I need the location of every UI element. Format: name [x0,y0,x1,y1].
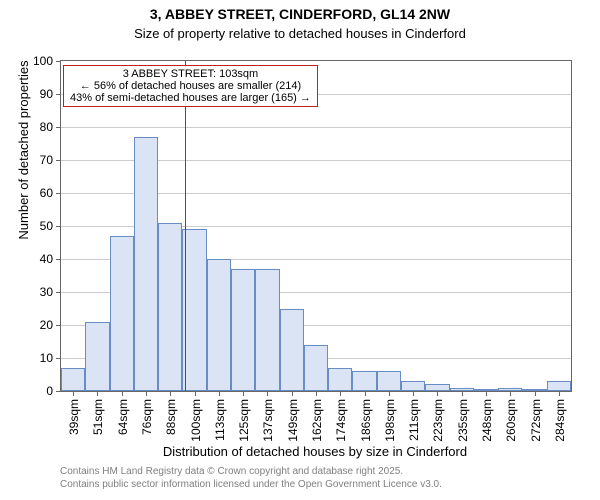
histogram-bar [425,384,449,391]
histogram-bar [304,345,328,391]
histogram-bar [547,381,571,391]
histogram-bar [231,269,255,391]
annotation-line: 43% of semi-detached houses are larger (… [70,92,311,104]
chart-container: 3, ABBEY STREET, CINDERFORD, GL14 2NW Si… [0,0,600,500]
histogram-bar [134,137,158,391]
y-tick-label: 90 [40,87,61,101]
x-tickmark [243,391,244,396]
x-tickmark [413,391,414,396]
y-tick-label: 40 [40,252,61,266]
x-tick-label: 137sqm [259,399,275,442]
histogram-bar [377,371,401,391]
x-tickmark [292,391,293,396]
histogram-bar [61,368,85,391]
x-tickmark [170,391,171,396]
footer-line-2: Contains public sector information licen… [60,479,442,490]
gridline [61,127,571,128]
x-tickmark [559,391,560,396]
x-tick-label: 88sqm [162,399,178,435]
x-tick-label: 272sqm [527,399,543,442]
x-tickmark [365,391,366,396]
annotation-line: ← 56% of detached houses are smaller (21… [70,80,311,92]
x-tick-label: 113sqm [211,399,227,441]
x-tickmark [316,391,317,396]
x-tickmark [122,391,123,396]
x-tickmark [219,391,220,396]
x-tick-label: 149sqm [284,399,300,442]
footer-line-1: Contains HM Land Registry data © Crown c… [60,466,403,477]
y-tick-label: 50 [40,219,61,233]
histogram-bar [85,322,109,391]
x-tick-label: 235sqm [454,399,470,442]
x-tick-label: 223sqm [429,399,445,442]
y-tick-label: 30 [40,285,61,299]
y-tick-label: 80 [40,120,61,134]
x-tick-label: 162sqm [308,399,324,442]
x-axis-label: Distribution of detached houses by size … [60,444,570,459]
y-tick-label: 100 [33,54,61,68]
histogram-bar [401,381,425,391]
marker-line [185,61,186,391]
y-tick-label: 60 [40,186,61,200]
x-tick-label: 248sqm [478,399,494,442]
x-tickmark [195,391,196,396]
x-tick-label: 51sqm [89,399,105,435]
y-tick-label: 0 [46,384,61,398]
y-axis-label: Number of detached properties [16,0,31,315]
plot-area: 010203040506070809010039sqm51sqm64sqm76s… [60,60,572,392]
x-tickmark [510,391,511,396]
histogram-bar [110,236,134,391]
x-tick-label: 186sqm [357,399,373,442]
x-tick-label: 64sqm [114,399,130,435]
y-tick-label: 20 [40,318,61,332]
x-tick-label: 76sqm [138,399,154,435]
x-tick-label: 284sqm [551,399,567,442]
x-tickmark [437,391,438,396]
x-tickmark [146,391,147,396]
chart-title: 3, ABBEY STREET, CINDERFORD, GL14 2NW [0,6,600,22]
x-tick-label: 260sqm [502,399,518,442]
x-tickmark [97,391,98,396]
x-tickmark [340,391,341,396]
x-tickmark [267,391,268,396]
x-tickmark [535,391,536,396]
histogram-bar [158,223,182,391]
y-tick-label: 10 [40,351,61,365]
y-tick-label: 70 [40,153,61,167]
x-tick-label: 198sqm [381,399,397,442]
histogram-bar [328,368,352,391]
histogram-bar [182,229,206,391]
chart-subtitle: Size of property relative to detached ho… [0,26,600,41]
histogram-bar [352,371,376,391]
histogram-bar [255,269,279,391]
x-tick-label: 100sqm [187,399,203,442]
x-tickmark [462,391,463,396]
histogram-bar [280,309,304,392]
x-tickmark [389,391,390,396]
x-tick-label: 125sqm [235,399,251,442]
x-tickmark [73,391,74,396]
annotation-box: 3 ABBEY STREET: 103sqm← 56% of detached … [63,65,318,107]
annotation-line: 3 ABBEY STREET: 103sqm [70,68,311,80]
x-tickmark [486,391,487,396]
x-tick-label: 211sqm [405,399,421,441]
histogram-bar [207,259,231,391]
x-tick-label: 39sqm [65,399,81,435]
x-tick-label: 174sqm [332,399,348,442]
